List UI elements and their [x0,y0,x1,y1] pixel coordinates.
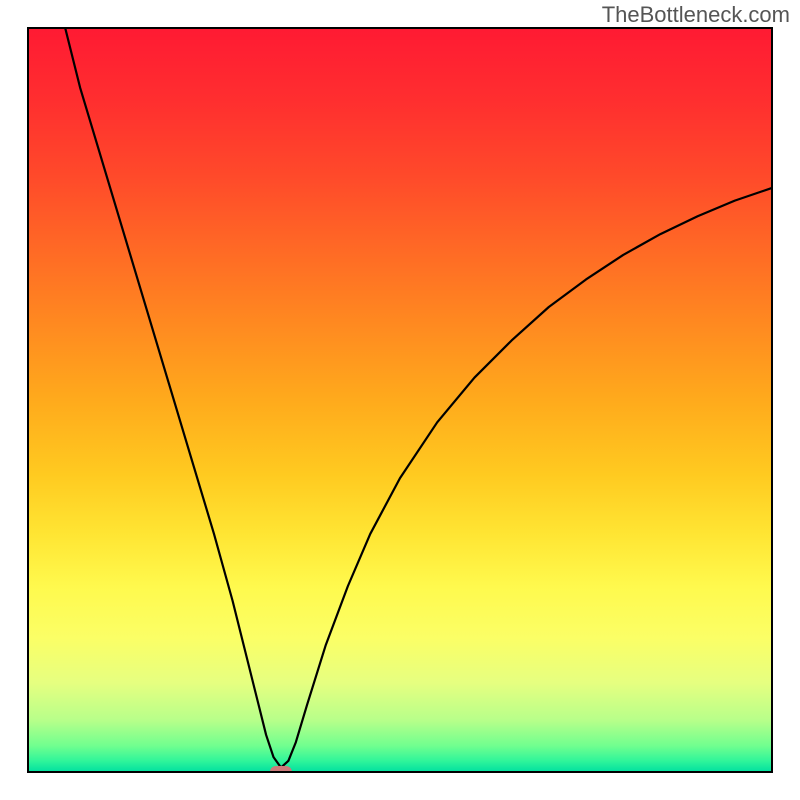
bottleneck-chart [0,0,800,800]
plot-background [28,28,772,772]
watermark-text: TheBottleneck.com [602,2,790,28]
